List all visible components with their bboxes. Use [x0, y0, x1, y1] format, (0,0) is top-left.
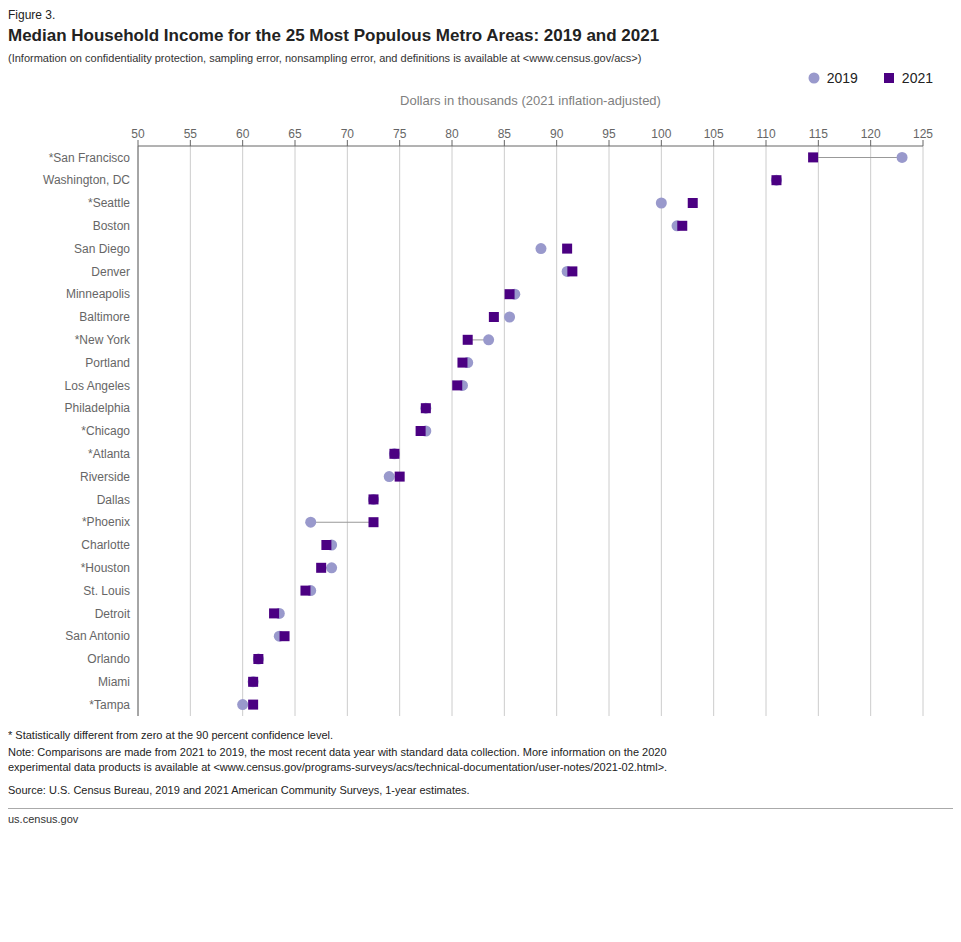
svg-text:Portland: Portland: [85, 356, 130, 370]
svg-text:*San Francisco: *San Francisco: [49, 151, 131, 165]
svg-text:Charlotte: Charlotte: [81, 538, 130, 552]
svg-text:*Tampa: *Tampa: [89, 698, 130, 712]
svg-text:Orlando: Orlando: [87, 652, 130, 666]
svg-text:Detroit: Detroit: [95, 607, 131, 621]
svg-text:Dollars in thousands (2021 inf: Dollars in thousands (2021 inflation-adj…: [400, 93, 661, 108]
svg-text:*New York: *New York: [75, 333, 131, 347]
svg-text:125: 125: [913, 127, 933, 141]
svg-text:50: 50: [131, 127, 145, 141]
svg-text:Minneapolis: Minneapolis: [66, 287, 130, 301]
html-text:* Statistically different from: * Statistically different from zero at t…: [8, 729, 334, 741]
html-text:Note: Comparisons are made fro: Note: Comparisons are made from 2021 to …: [8, 746, 668, 773]
html-text:Median Household Income for th: Median Household Income for the 25 Most …: [8, 26, 660, 45]
svg-text:San Antonio: San Antonio: [65, 629, 130, 643]
svg-text:120: 120: [861, 127, 881, 141]
svg-text:115: 115: [809, 127, 828, 141]
svg-text:80: 80: [445, 127, 459, 141]
svg-text:85: 85: [498, 127, 512, 141]
html-text:2019: 2019: [826, 70, 858, 86]
svg-text:St. Louis: St. Louis: [83, 584, 130, 598]
svg-text:*Atlanta: *Atlanta: [88, 447, 130, 461]
svg-text:110: 110: [756, 127, 775, 141]
svg-text:Riverside: Riverside: [80, 470, 130, 484]
svg-text:Boston: Boston: [93, 219, 130, 233]
svg-text:*Chicago: *Chicago: [81, 424, 130, 438]
svg-text:100: 100: [651, 127, 671, 141]
svg-text:60: 60: [236, 127, 250, 141]
svg-text:San Diego: San Diego: [74, 242, 130, 256]
svg-text:55: 55: [184, 127, 198, 141]
svg-text:Denver: Denver: [91, 265, 130, 279]
svg-text:Baltimore: Baltimore: [79, 310, 130, 324]
html-text:2021: 2021: [901, 70, 933, 86]
html-text:Source: U.S. Census Bureau, 20: Source: U.S. Census Bureau, 2019 and 202…: [8, 784, 470, 796]
svg-text:75: 75: [393, 127, 407, 141]
svg-text:105: 105: [704, 127, 724, 141]
svg-text:Dallas: Dallas: [97, 493, 130, 507]
html-text:(Information on confidentialit: (Information on confidentiality protecti…: [8, 52, 642, 64]
html-text:Figure 3.: Figure 3.: [8, 8, 56, 22]
svg-text:95: 95: [602, 127, 616, 141]
svg-text:*Seattle: *Seattle: [88, 196, 130, 210]
svg-text:*Phoenix: *Phoenix: [82, 515, 130, 529]
svg-text:Washington, DC: Washington, DC: [43, 173, 130, 187]
svg-text:Philadelphia: Philadelphia: [65, 401, 131, 415]
svg-text:70: 70: [341, 127, 355, 141]
svg-text:90: 90: [550, 127, 564, 141]
html-text:us.census.gov: us.census.gov: [8, 813, 79, 825]
svg-text:Los Angeles: Los Angeles: [65, 379, 130, 393]
svg-text:Miami: Miami: [98, 675, 130, 689]
svg-text:*Houston: *Houston: [81, 561, 130, 575]
svg-text:65: 65: [288, 127, 302, 141]
